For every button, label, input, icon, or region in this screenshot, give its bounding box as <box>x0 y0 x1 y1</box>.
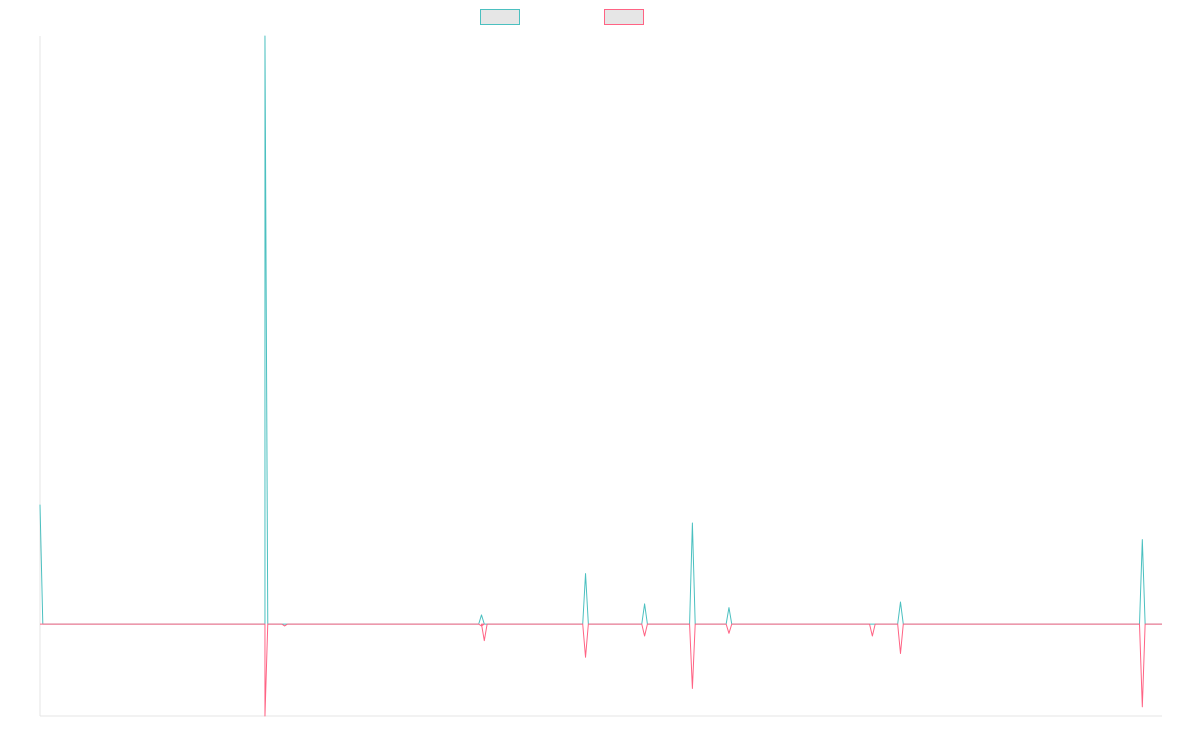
legend-swatch-series-2[interactable] <box>604 9 644 25</box>
series-line-1 <box>39 35 1162 625</box>
chart-axes <box>39 36 1162 717</box>
legend-swatch-series-1[interactable] <box>480 9 520 25</box>
series-layer <box>39 35 1162 717</box>
series-line-2 <box>40 623 1162 717</box>
